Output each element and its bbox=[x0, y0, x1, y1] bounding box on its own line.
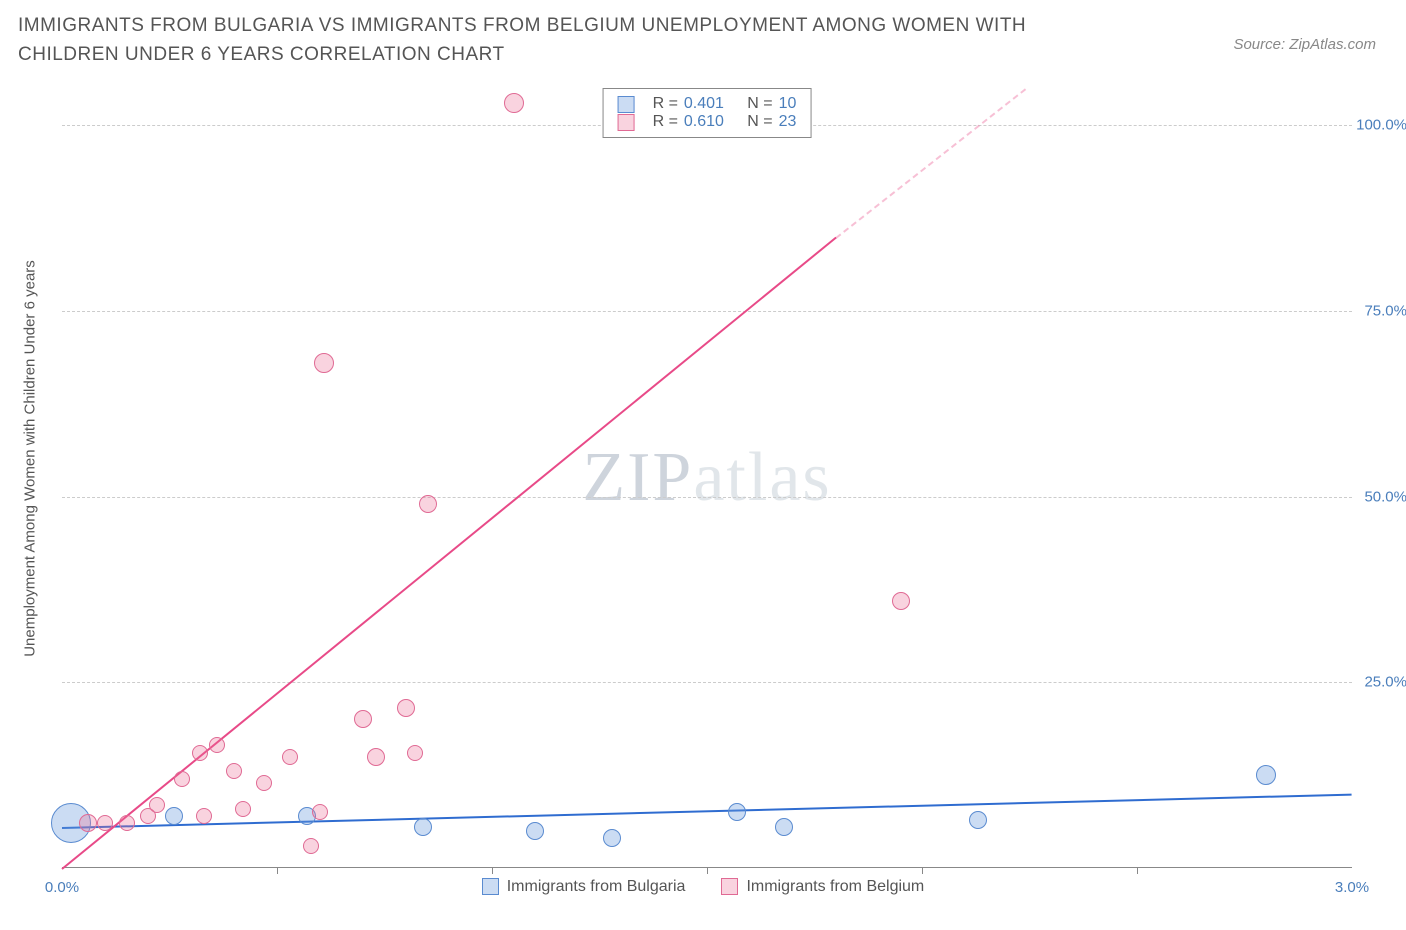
data-point bbox=[79, 814, 97, 832]
data-point bbox=[728, 803, 746, 821]
legend-swatch bbox=[721, 878, 738, 895]
y-axis-label: Unemployment Among Women with Children U… bbox=[22, 260, 39, 657]
trend-line bbox=[62, 794, 1352, 829]
y-tick-label: 50.0% bbox=[1364, 488, 1406, 505]
stat-r-label: R = bbox=[653, 95, 678, 113]
stat-r-value: 0.401 bbox=[684, 95, 724, 113]
data-point bbox=[314, 353, 334, 373]
legend-swatch bbox=[618, 114, 635, 131]
data-point bbox=[97, 815, 113, 831]
stat-n-value: 23 bbox=[779, 113, 797, 131]
grid-line bbox=[62, 682, 1352, 683]
data-point bbox=[892, 592, 910, 610]
watermark-atlas: atlas bbox=[693, 439, 831, 516]
grid-line bbox=[62, 311, 1352, 312]
legend-item: Immigrants from Belgium bbox=[721, 878, 924, 896]
data-point bbox=[174, 771, 190, 787]
x-minor-tick bbox=[1137, 868, 1138, 874]
data-point bbox=[526, 822, 544, 840]
legend-label: Immigrants from Belgium bbox=[746, 878, 924, 896]
watermark: ZIPatlas bbox=[582, 438, 831, 518]
stat-n-label: N = bbox=[747, 95, 772, 113]
data-point bbox=[256, 775, 272, 791]
source-attribution: Source: ZipAtlas.com bbox=[1233, 36, 1376, 53]
x-minor-tick bbox=[922, 868, 923, 874]
watermark-zip: ZIP bbox=[582, 439, 693, 516]
data-point bbox=[414, 818, 432, 836]
data-point bbox=[303, 838, 319, 854]
legend-item: Immigrants from Bulgaria bbox=[482, 878, 686, 896]
y-tick-label: 75.0% bbox=[1364, 302, 1406, 319]
data-point bbox=[603, 829, 621, 847]
data-point bbox=[397, 699, 415, 717]
data-point bbox=[282, 749, 298, 765]
legend-row: R = 0.610 N = 23 bbox=[618, 113, 797, 131]
y-tick-label: 100.0% bbox=[1356, 117, 1406, 134]
trend-line bbox=[835, 88, 1025, 238]
x-minor-tick bbox=[707, 868, 708, 874]
data-point bbox=[312, 804, 328, 820]
data-point bbox=[1256, 765, 1276, 785]
data-point bbox=[119, 815, 135, 831]
plot-area: ZIPatlas R =0.401 N =10R =0.610 N =23 25… bbox=[62, 88, 1352, 868]
data-point bbox=[149, 797, 165, 813]
correlation-legend: R = 0.401 N = 10 R = 0.610 N = 23 bbox=[603, 88, 812, 138]
data-point bbox=[407, 745, 423, 761]
data-point bbox=[504, 93, 524, 113]
data-point bbox=[775, 818, 793, 836]
legend-label: Immigrants from Bulgaria bbox=[507, 878, 686, 896]
data-point bbox=[226, 763, 242, 779]
legend-swatch bbox=[618, 96, 635, 113]
x-minor-tick bbox=[277, 868, 278, 874]
data-point bbox=[969, 811, 987, 829]
data-point bbox=[165, 807, 183, 825]
stat-n-label: N = bbox=[747, 113, 772, 131]
x-minor-tick bbox=[492, 868, 493, 874]
data-point bbox=[196, 808, 212, 824]
legend-swatch bbox=[482, 878, 499, 895]
grid-line bbox=[62, 497, 1352, 498]
chart-title: IMMIGRANTS FROM BULGARIA VS IMMIGRANTS F… bbox=[18, 12, 1098, 69]
y-tick-label: 25.0% bbox=[1364, 674, 1406, 691]
data-point bbox=[235, 801, 251, 817]
data-point bbox=[419, 495, 437, 513]
stat-n-value: 10 bbox=[779, 95, 797, 113]
stat-r-value: 0.610 bbox=[684, 113, 724, 131]
series-legend: Immigrants from Bulgaria Immigrants from … bbox=[0, 878, 1406, 901]
legend-row: R = 0.401 N = 10 bbox=[618, 95, 797, 113]
data-point bbox=[354, 710, 372, 728]
stat-r-label: R = bbox=[653, 113, 678, 131]
data-point bbox=[367, 748, 385, 766]
data-point bbox=[209, 737, 225, 753]
data-point bbox=[192, 745, 208, 761]
